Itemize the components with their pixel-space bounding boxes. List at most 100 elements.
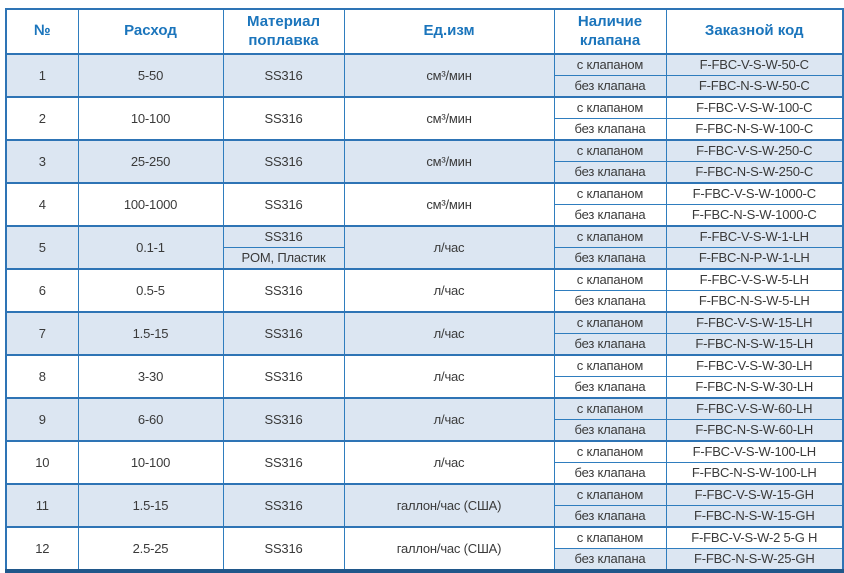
valve-option-cell: без клапана <box>553 247 667 270</box>
valve-option-cell: без клапана <box>553 505 667 528</box>
order-code-cell: F-FBC-N-S-W-100-LH <box>665 462 844 485</box>
valve-option-cell: с клапаном <box>553 354 667 377</box>
float-material-cell: SS316 <box>222 53 345 98</box>
order-code-cell: F-FBC-V-S-W-15-GH <box>665 483 844 506</box>
table-row: 2 10-100 SS316 см³/мин с клапаном F-FBC-… <box>5 96 844 141</box>
order-code-cell: F-FBC-V-S-W-1000-C <box>665 182 844 205</box>
flow-range-cell: 25-250 <box>77 139 224 184</box>
header-material: Материал поплавка <box>222 8 345 55</box>
table-subrow: без клапана F-FBC-N-S-W-15-GH <box>6 505 844 528</box>
float-material-cell: SS316 <box>222 268 345 313</box>
order-code-cell: F-FBC-N-S-W-15-LH <box>665 333 844 356</box>
unit-cell: л/час <box>343 225 555 270</box>
table-row: 6 0.5-5 SS316 л/час с клапаном F-FBC-V-S… <box>5 268 844 313</box>
valve-option-cell: без клапана <box>553 161 667 184</box>
valve-option-cell: с клапаном <box>553 440 667 463</box>
valve-option-cell: без клапана <box>553 376 667 399</box>
unit-cell: см³/мин <box>343 139 555 184</box>
table-row: 1 5-50 SS316 см³/мин с клапаном F-FBC-V-… <box>5 53 844 98</box>
flow-range-cell: 1.5-15 <box>77 311 224 356</box>
order-code-cell: F-FBC-N-S-W-15-GH <box>665 505 844 528</box>
order-code-cell: F-FBC-V-S-W-5-LH <box>665 268 844 291</box>
unit-cell: см³/мин <box>343 53 555 98</box>
order-code-cell: F-FBC-V-S-W-50-C <box>665 53 844 76</box>
unit-cell: л/час <box>343 397 555 442</box>
float-material-cell: SS316 <box>222 354 345 399</box>
float-material-cell: SS316 <box>222 483 345 528</box>
flow-range-cell: 2.5-25 <box>77 526 224 572</box>
flow-range-cell: 1.5-15 <box>77 483 224 528</box>
table-subrow: без клапана F-FBC-N-S-W-50-C <box>6 75 844 98</box>
order-code-cell: F-FBC-V-S-W-30-LH <box>665 354 844 377</box>
flow-range-cell: 3-30 <box>77 354 224 399</box>
valve-option-cell: без клапана <box>553 333 667 356</box>
order-code-cell: F-FBC-N-S-W-30-LH <box>665 376 844 399</box>
valve-option-cell: с клапаном <box>553 225 667 248</box>
table-row: 3 25-250 SS316 см³/мин с клапаном F-FBC-… <box>5 139 844 184</box>
table-row: 11 1.5-15 SS316 галлон/час (США) с клапа… <box>5 483 844 528</box>
float-material-cell: SS316 <box>222 311 345 356</box>
row-number-cell: 1 <box>5 53 79 98</box>
flow-range-cell: 0.1-1 <box>77 225 224 270</box>
order-code-cell: F-FBC-N-S-W-100-C <box>665 118 844 141</box>
flowmeter-spec-table: № Расход Материал поплавка Ед.изм Наличи… <box>5 8 844 573</box>
order-code-cell: F-FBC-N-S-W-5-LH <box>665 290 844 313</box>
table-row: 7 1.5-15 SS316 л/час с клапаном F-FBC-V-… <box>5 311 844 356</box>
order-code-cell: F-FBC-N-S-W-60-LH <box>665 419 844 442</box>
table-row: 4 100-1000 SS316 см³/мин с клапаном F-FB… <box>5 182 844 227</box>
order-code-cell: F-FBC-V-S-W-2 5-G H <box>665 526 844 549</box>
header-valve: Наличие клапана <box>553 8 667 55</box>
flow-range-cell: 5-50 <box>77 53 224 98</box>
row-number-cell: 7 <box>5 311 79 356</box>
valve-option-cell: с клапаном <box>553 268 667 291</box>
table-subrow: без клапана F-FBC-N-S-W-250-C <box>6 161 844 184</box>
valve-option-cell: с клапаном <box>553 96 667 119</box>
valve-option-cell: с клапаном <box>553 182 667 205</box>
valve-option-cell: без клапана <box>553 75 667 98</box>
table-row: 12 2.5-25 SS316 галлон/час (США) с клапа… <box>5 526 844 572</box>
valve-option-cell: с клапаном <box>553 53 667 76</box>
header-flow: Расход <box>77 8 224 55</box>
order-code-cell: F-FBC-V-S-W-100-LH <box>665 440 844 463</box>
float-material-cell: SS316 <box>222 397 345 442</box>
float-material-cell: SS316 <box>222 96 345 141</box>
table-row: 5 0.1-1 SS316 л/час с клапаном F-FBC-V-S… <box>5 225 844 270</box>
flow-range-cell: 10-100 <box>77 440 224 485</box>
float-material-cell: SS316 <box>222 182 345 227</box>
flow-range-cell: 0.5-5 <box>77 268 224 313</box>
order-code-cell: F-FBC-N-S-W-50-C <box>665 75 844 98</box>
order-code-cell: F-FBC-N-S-W-250-C <box>665 161 844 184</box>
order-code-cell: F-FBC-V-S-W-250-C <box>665 139 844 162</box>
flowmeter-spec-table-wrap: № Расход Материал поплавка Ед.изм Наличи… <box>5 8 844 573</box>
flow-range-cell: 10-100 <box>77 96 224 141</box>
table-row: 9 6-60 SS316 л/час с клапаном F-FBC-V-S-… <box>5 397 844 442</box>
valve-option-cell: без клапана <box>553 290 667 313</box>
order-code-cell: F-FBC-N-S-W-1000-C <box>665 204 844 227</box>
float-material-cell: SS316 <box>222 139 345 184</box>
order-code-cell: F-FBC-V-S-W-100-C <box>665 96 844 119</box>
table-row: 8 3-30 SS316 л/час с клапаном F-FBC-V-S-… <box>5 354 844 399</box>
row-number-cell: 8 <box>5 354 79 399</box>
row-number-cell: 11 <box>5 483 79 528</box>
float-material-cell: SS316 <box>222 440 345 485</box>
valve-option-cell: без клапана <box>553 548 667 572</box>
order-code-cell: F-FBC-N-P-W-1-LH <box>665 247 844 270</box>
valve-option-cell: без клапана <box>553 118 667 141</box>
row-number-cell: 12 <box>5 526 79 572</box>
table-subrow: без клапана F-FBC-N-S-W-60-LH <box>6 419 844 442</box>
row-number-cell: 3 <box>5 139 79 184</box>
row-number-cell: 9 <box>5 397 79 442</box>
unit-cell: см³/мин <box>343 96 555 141</box>
flow-range-cell: 6-60 <box>77 397 224 442</box>
valve-option-cell: с клапаном <box>553 397 667 420</box>
table-subrow: без клапана F-FBC-N-S-W-15-LH <box>6 333 844 356</box>
float-material-cell: SS316 <box>222 526 345 572</box>
unit-cell: л/час <box>343 268 555 313</box>
unit-cell: л/час <box>343 354 555 399</box>
row-number-cell: 10 <box>5 440 79 485</box>
header-unit: Ед.изм <box>343 8 555 55</box>
row-number-cell: 4 <box>5 182 79 227</box>
valve-option-cell: без клапана <box>553 204 667 227</box>
order-code-cell: F-FBC-V-S-W-60-LH <box>665 397 844 420</box>
table-subrow: без клапана F-FBC-N-S-W-30-LH <box>6 376 844 399</box>
